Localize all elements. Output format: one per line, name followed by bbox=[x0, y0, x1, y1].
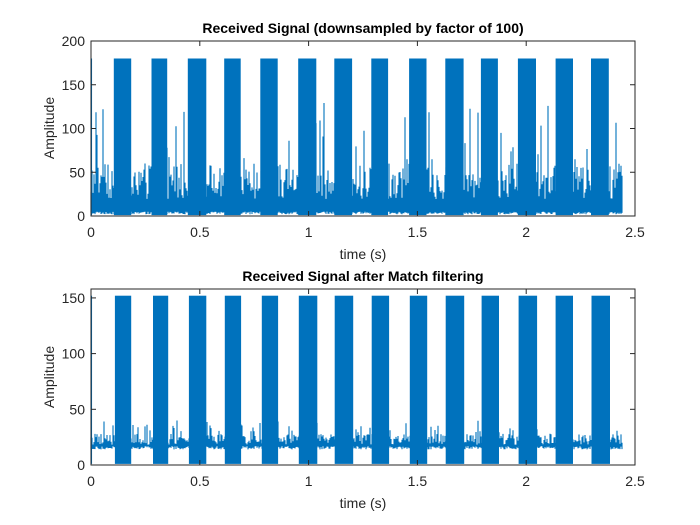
bottom-y-tick-label: 150 bbox=[62, 290, 86, 306]
bottom-pulse-6 bbox=[298, 295, 318, 464]
top-x-tick-label: 1 bbox=[305, 224, 313, 240]
bottom-pulse-4 bbox=[224, 295, 242, 464]
bottom-pulse-5 bbox=[261, 295, 279, 464]
top-x-axis-label: time (s) bbox=[340, 246, 387, 262]
bottom-plot-title: Received Signal after Match filtering bbox=[242, 268, 483, 284]
bottom-x-tick-label: 2 bbox=[522, 473, 530, 489]
bottom-pulse-2 bbox=[153, 295, 169, 464]
bottom-y-tick-label: 0 bbox=[77, 457, 85, 473]
bottom-pulse-12 bbox=[518, 295, 538, 464]
top-y-axis-label: Amplitude bbox=[41, 97, 57, 159]
bottom-pulse-3 bbox=[188, 295, 207, 464]
bottom-x-tick-label: 1.5 bbox=[408, 473, 428, 489]
top-y-tick-label: 100 bbox=[62, 121, 86, 137]
bottom-axes-box bbox=[90, 288, 636, 466]
top-signal-trace bbox=[90, 58, 623, 216]
top-pulse-6 bbox=[298, 58, 317, 216]
top-pulse-3 bbox=[187, 58, 207, 216]
top-subplot: Received Signal (downsampled by factor o… bbox=[41, 20, 645, 262]
top-pulse-1 bbox=[113, 58, 132, 216]
bottom-y-tick-label: 100 bbox=[62, 346, 86, 362]
bottom-x-tick-label: 0.5 bbox=[190, 473, 210, 489]
bottom-y-tick-label: 50 bbox=[69, 401, 85, 417]
top-y-tick-label: 200 bbox=[62, 33, 86, 49]
bottom-x-axis-label: time (s) bbox=[340, 495, 387, 511]
top-y-tick-label: 0 bbox=[77, 208, 85, 224]
bottom-x-tick-label: 2.5 bbox=[625, 473, 645, 489]
top-plot-title: Received Signal (downsampled by factor o… bbox=[202, 20, 523, 36]
top-pulse-2 bbox=[151, 58, 168, 216]
bottom-x-tick-label: 1 bbox=[305, 473, 313, 489]
top-y-tick-label: 150 bbox=[62, 77, 86, 93]
top-x-tick-label: 2.5 bbox=[625, 224, 645, 240]
bottom-pulse-11 bbox=[481, 295, 499, 464]
top-y-tick-label: 50 bbox=[69, 164, 85, 180]
top-pulse-4 bbox=[224, 58, 241, 216]
bottom-pulse-13 bbox=[555, 295, 573, 464]
bottom-pulse-8 bbox=[371, 295, 390, 464]
top-x-tick-label: 0.5 bbox=[190, 224, 210, 240]
top-pulse-5 bbox=[260, 58, 278, 216]
top-pulse-13 bbox=[555, 58, 573, 216]
bottom-x-tick-label: 0 bbox=[87, 473, 95, 489]
top-pulse-8 bbox=[371, 58, 389, 216]
bottom-pulse-9 bbox=[409, 295, 428, 464]
top-axis-ticks: 0 0.5 1 1.5 2 2.5 0 50 100 150 200 bbox=[62, 33, 645, 240]
top-x-tick-label: 1.5 bbox=[408, 224, 428, 240]
top-axes-box bbox=[90, 40, 636, 217]
top-pulse-12 bbox=[517, 58, 536, 216]
bottom-pulse-7 bbox=[334, 295, 354, 464]
bottom-signal-trace bbox=[90, 295, 623, 464]
top-pulse-10 bbox=[445, 58, 464, 216]
top-pulse-14 bbox=[591, 58, 609, 216]
bottom-y-axis-label: Amplitude bbox=[41, 346, 57, 408]
bottom-pulse-14 bbox=[591, 295, 610, 464]
top-pulse-9 bbox=[409, 58, 427, 216]
bottom-axis-ticks: 0 0.5 1 1.5 2 2.5 0 50 100 150 bbox=[62, 289, 645, 489]
top-x-tick-label: 0 bbox=[87, 224, 95, 240]
bottom-pulse-1 bbox=[114, 295, 132, 464]
top-pulse-7 bbox=[334, 58, 353, 216]
top-pulse-11 bbox=[480, 58, 498, 216]
top-x-tick-label: 2 bbox=[522, 224, 530, 240]
bottom-pulse-10 bbox=[445, 295, 465, 464]
